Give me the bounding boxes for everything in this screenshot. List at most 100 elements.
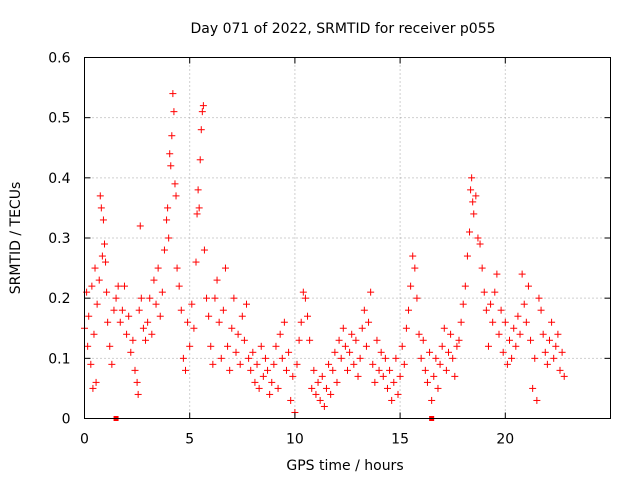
data-point xyxy=(388,396,396,404)
data-point xyxy=(133,378,141,386)
data-point xyxy=(346,348,354,356)
data-point xyxy=(478,264,486,272)
data-point xyxy=(175,282,183,290)
data-point xyxy=(365,318,373,326)
data-point xyxy=(360,306,368,314)
y-tick-label: 0.4 xyxy=(48,171,70,187)
data-point xyxy=(501,318,509,326)
data-point xyxy=(272,342,280,350)
data-point xyxy=(168,132,176,140)
data-point xyxy=(434,384,442,392)
data-point xyxy=(170,108,178,116)
y-tick-label: 0.3 xyxy=(48,231,70,247)
data-point xyxy=(196,156,204,164)
data-point xyxy=(503,360,511,368)
data-point xyxy=(139,324,147,332)
data-point xyxy=(545,336,553,344)
data-point xyxy=(440,324,448,332)
data-point xyxy=(484,342,492,350)
data-point xyxy=(108,360,116,368)
data-point xyxy=(129,336,137,344)
data-point xyxy=(529,384,537,392)
data-point xyxy=(491,288,499,296)
data-point xyxy=(195,204,203,212)
data-point xyxy=(87,360,95,368)
data-point xyxy=(166,150,174,158)
data-point xyxy=(383,384,391,392)
data-point xyxy=(312,390,320,398)
data-point xyxy=(510,324,518,332)
data-point xyxy=(152,300,160,308)
data-point xyxy=(205,312,213,320)
data-point xyxy=(247,366,255,374)
data-point xyxy=(193,210,201,218)
data-point xyxy=(381,354,389,362)
data-point xyxy=(354,372,362,380)
data-point xyxy=(476,240,484,248)
data-point xyxy=(405,306,413,314)
data-point xyxy=(91,264,99,272)
data-point xyxy=(482,306,490,314)
data-point xyxy=(335,336,343,344)
data-point xyxy=(228,324,236,332)
data-point xyxy=(211,294,219,302)
data-point xyxy=(310,366,318,374)
data-point xyxy=(293,360,301,368)
data-point xyxy=(240,336,248,344)
data-point xyxy=(543,360,551,368)
data-point xyxy=(314,378,322,386)
data-point xyxy=(199,102,207,110)
data-point xyxy=(89,384,97,392)
data-point xyxy=(266,390,274,398)
data-point xyxy=(110,306,118,314)
data-point xyxy=(230,294,238,302)
data-point xyxy=(261,354,269,362)
data-point xyxy=(537,306,545,314)
y-tick-label: 0.1 xyxy=(48,351,70,367)
data-point xyxy=(96,192,104,200)
data-point xyxy=(467,186,475,194)
data-point xyxy=(327,390,335,398)
data-point xyxy=(106,342,114,350)
data-point xyxy=(257,342,265,350)
data-point xyxy=(487,300,495,308)
data-point xyxy=(558,348,566,356)
data-point xyxy=(499,348,507,356)
data-point xyxy=(344,366,351,374)
data-point xyxy=(415,330,423,338)
data-point xyxy=(371,378,379,386)
data-point xyxy=(190,324,198,332)
data-point xyxy=(97,204,105,212)
data-point xyxy=(316,396,324,404)
data-point xyxy=(84,342,92,350)
data-point xyxy=(104,318,112,326)
data-point xyxy=(158,288,166,296)
data-point xyxy=(150,276,158,284)
data-point xyxy=(339,324,347,332)
data-point xyxy=(377,348,385,356)
data-point xyxy=(524,282,532,290)
data-point xyxy=(522,318,530,326)
x-tick-labels: 0 5 10 15 20 xyxy=(80,432,514,448)
data-point xyxy=(552,342,560,350)
data-point xyxy=(165,234,173,242)
data-point xyxy=(426,348,434,356)
data-point xyxy=(164,204,172,212)
data-point xyxy=(289,372,297,380)
data-points xyxy=(81,90,568,416)
data-point xyxy=(453,342,461,350)
data-point xyxy=(120,282,128,290)
data-point xyxy=(451,372,459,380)
data-point xyxy=(358,324,366,332)
x-tick-label: 5 xyxy=(185,432,194,448)
data-point xyxy=(556,366,564,374)
data-point xyxy=(375,366,383,374)
data-point xyxy=(163,216,171,224)
data-point xyxy=(226,366,234,374)
data-point xyxy=(160,246,168,254)
data-point xyxy=(154,264,162,272)
data-point xyxy=(188,300,196,308)
data-point xyxy=(103,288,111,296)
data-point xyxy=(98,252,106,260)
data-point xyxy=(171,180,179,188)
